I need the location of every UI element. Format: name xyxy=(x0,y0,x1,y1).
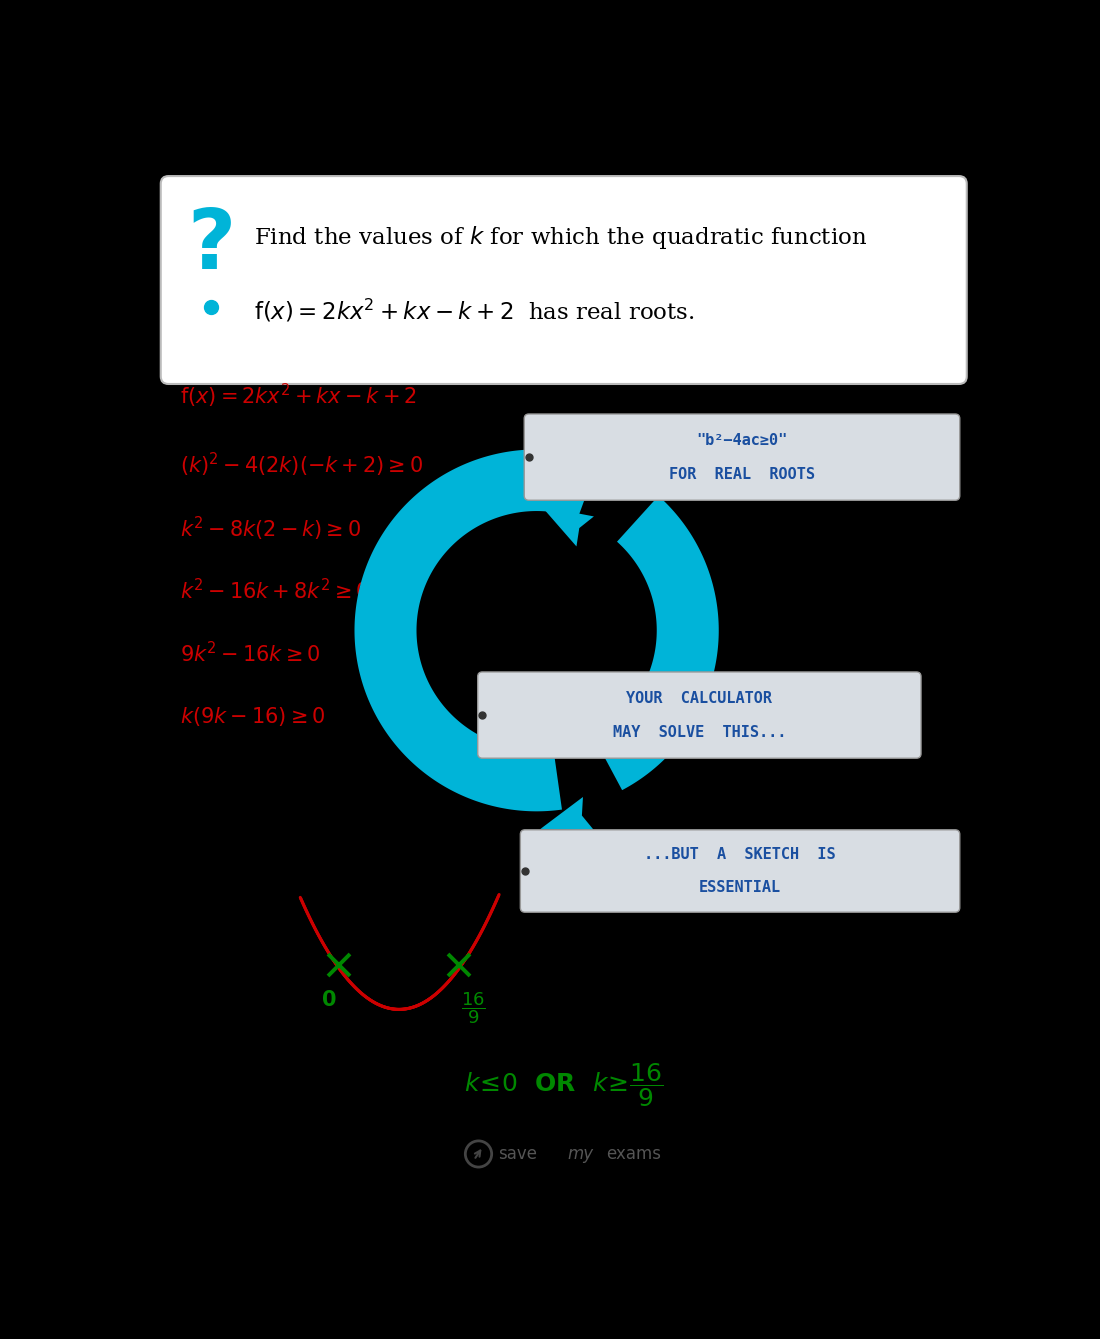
Text: $k^2 - 16k + 8k^2 \geq 0$: $k^2 - 16k + 8k^2 \geq 0$ xyxy=(180,577,370,603)
FancyBboxPatch shape xyxy=(520,830,960,912)
FancyBboxPatch shape xyxy=(161,177,967,384)
Text: MAY  SOLVE  THIS...: MAY SOLVE THIS... xyxy=(613,724,786,739)
Text: $(k)^2 - 4(2k)(-k+2) \geq 0$: $(k)^2 - 4(2k)(-k+2) \geq 0$ xyxy=(180,451,424,479)
Text: "b²−4ac≥0": "b²−4ac≥0" xyxy=(696,432,788,447)
Text: $\mathrm{f}(x) = 2kx^2 + kx - k + 2$: $\mathrm{f}(x) = 2kx^2 + kx - k + 2$ xyxy=(180,382,417,410)
Text: ...BUT  A  SKETCH  IS: ...BUT A SKETCH IS xyxy=(645,848,836,862)
Text: ESSENTIAL: ESSENTIAL xyxy=(698,880,781,894)
Text: FOR  REAL  ROOTS: FOR REAL ROOTS xyxy=(669,466,815,482)
Text: 0: 0 xyxy=(322,990,337,1010)
Text: save: save xyxy=(498,1145,537,1164)
Polygon shape xyxy=(540,797,594,830)
Text: $k(9k - 16) \geq 0$: $k(9k - 16) \geq 0$ xyxy=(180,706,326,728)
Text: $k\!\leq\!0$  OR  $k\!\geq\!\dfrac{16}{9}$: $k\!\leq\!0$ OR $k\!\geq\!\dfrac{16}{9}$ xyxy=(464,1060,663,1109)
Text: my: my xyxy=(568,1145,594,1164)
Text: YOUR  CALCULATOR: YOUR CALCULATOR xyxy=(626,691,772,706)
Polygon shape xyxy=(541,506,594,546)
FancyBboxPatch shape xyxy=(477,672,921,758)
Polygon shape xyxy=(354,450,598,811)
Text: ?: ? xyxy=(187,205,235,287)
FancyBboxPatch shape xyxy=(525,414,960,501)
Polygon shape xyxy=(593,495,718,790)
Text: $\dfrac{16}{9}$: $\dfrac{16}{9}$ xyxy=(461,990,485,1026)
Text: exams: exams xyxy=(606,1145,661,1164)
Text: $9k^2 - 16k \geq 0$: $9k^2 - 16k \geq 0$ xyxy=(180,641,321,665)
Text: $k^2 - 8k(2-k) \geq 0$: $k^2 - 8k(2-k) \geq 0$ xyxy=(180,514,362,542)
Text: $\mathrm{f}(x) = 2kx^2 + kx - k + 2$  has real roots.: $\mathrm{f}(x) = 2kx^2 + kx - k + 2$ has… xyxy=(254,297,694,324)
Text: Find the values of $k$ for which the quadratic function: Find the values of $k$ for which the qua… xyxy=(254,224,867,252)
